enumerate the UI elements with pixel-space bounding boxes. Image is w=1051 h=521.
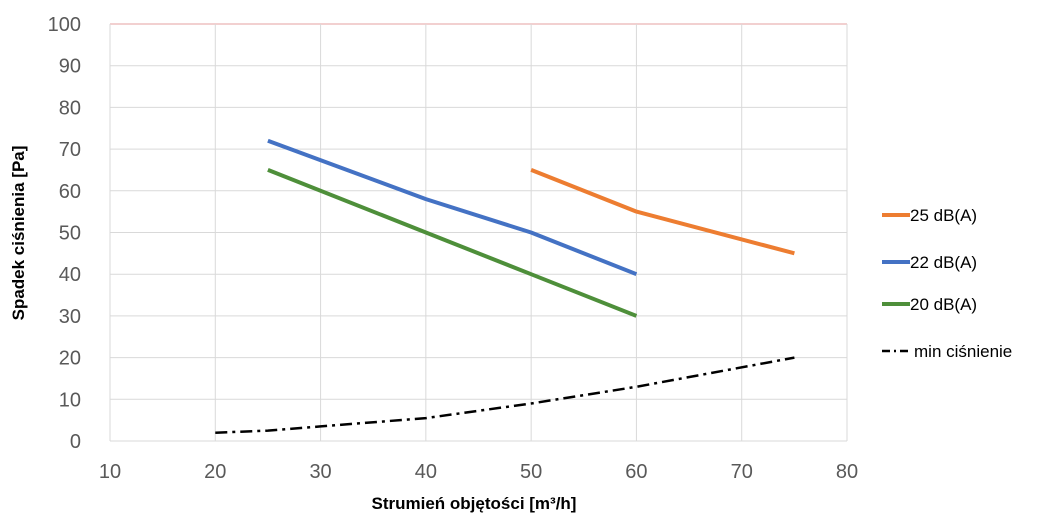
x-tick-label: 30 (309, 461, 331, 483)
series-line-1 (267, 138, 638, 277)
axis-ticks: 0 10 20 30 40 50 60 70 80 90 100 10 20 30 40 50 60 70 80 (48, 14, 859, 483)
x-tick-label: 80 (836, 461, 858, 483)
legend-label-1: 22 dB(A) (910, 253, 977, 272)
y-tick-label: 10 (59, 389, 81, 411)
chart-grid (109, 23, 848, 442)
y-tick-label: 70 (59, 139, 81, 161)
y-axis-title: Spadek ciśnienia [Pa] (9, 146, 28, 321)
x-axis-title: Strumień objętości [m³/h] (372, 494, 577, 513)
y-tick-label: 80 (59, 97, 81, 119)
y-tick-label: 50 (59, 223, 81, 245)
x-tick-label: 10 (99, 461, 121, 483)
series-line-3 (215, 356, 795, 434)
y-tick-label: 60 (59, 181, 81, 203)
x-tick-label: 20 (204, 461, 226, 483)
x-tick-label: 40 (415, 461, 437, 483)
legend-label-2: 20 dB(A) (910, 295, 977, 314)
y-tick-label: 30 (59, 306, 81, 328)
y-tick-label: 0 (70, 431, 81, 453)
series-line-2 (267, 168, 638, 318)
chart-legend: 25 dB(A) 22 dB(A) 20 dB(A) min ciśnienie (882, 206, 1012, 361)
y-tick-label: 40 (59, 264, 81, 286)
chart-series (215, 138, 795, 434)
x-tick-label: 70 (731, 461, 753, 483)
legend-label-3: min ciśnienie (914, 342, 1012, 361)
y-tick-label: 90 (59, 56, 81, 78)
y-tick-label: 100 (48, 14, 81, 36)
legend-label-0: 25 dB(A) (910, 206, 977, 225)
x-tick-label: 50 (520, 461, 542, 483)
y-tick-label: 20 (59, 348, 81, 370)
series-line-0 (530, 168, 795, 256)
x-tick-label: 60 (625, 461, 647, 483)
